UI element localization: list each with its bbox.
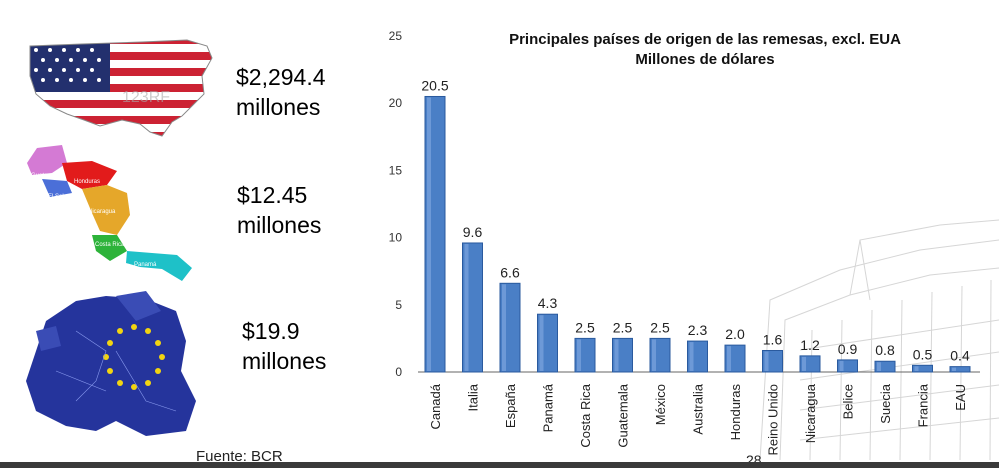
value-labels: 20.5 9.6 6.6 4.3 2.5 2.5 2.5 2.3 2.0 1.6 1.2 0.9 0.8… (421, 77, 970, 363)
x-tick-label: Costa Rica (578, 383, 593, 447)
bar (949, 366, 971, 373)
y-tick-label: 0 (395, 365, 402, 379)
x-tick-label: Australia (691, 383, 706, 434)
bar (912, 364, 933, 373)
y-tick-label: 5 (395, 298, 402, 312)
value-label: 6.6 (500, 264, 520, 280)
source-note: Fuente: BCR (196, 448, 283, 465)
map-label-costa-rica: Costa Rica (95, 242, 125, 248)
usa-flag-map-icon: 123RF (29, 39, 213, 137)
x-tick-label: España (503, 383, 518, 428)
y-tick-label: 20 (389, 96, 403, 110)
value-label: 0.8 (875, 342, 895, 358)
map-label-guatemala: Guatemala (31, 173, 61, 179)
bar-highlight (464, 243, 469, 371)
value-label: 4.3 (538, 295, 558, 311)
chart-subtitle: Millones de dólares (635, 51, 775, 68)
bar-highlight (427, 97, 431, 371)
central-america-map-icon: Guatemala Honduras El Salvador Nicaragua… (27, 145, 192, 281)
bars (424, 95, 971, 373)
bar-highlight (614, 339, 619, 371)
map-label-panama: Panamá (134, 262, 157, 268)
value-label: 9.6 (463, 224, 483, 240)
x-tick-label: Honduras (728, 384, 743, 441)
value-label: 2.3 (688, 322, 708, 338)
bar-highlight (802, 356, 806, 371)
y-axis: 0 5 10 15 20 25 (389, 29, 403, 379)
bar-highlight (727, 346, 731, 371)
bar-highlight (952, 367, 956, 371)
x-tick-label: Francia (916, 383, 931, 427)
y-tick-label: 15 (389, 163, 403, 177)
bar-highlight (577, 339, 581, 371)
map-label-el-salvador: El Salvador (48, 194, 79, 200)
bar-highlight (652, 339, 656, 371)
amount-europe: $19.9 millones (242, 318, 327, 374)
value-label: 2.5 (575, 319, 595, 335)
left-panels: 123RF Guatemala Honduras El Salvador Nic… (0, 0, 380, 468)
x-tick-label: México (653, 384, 668, 425)
x-tick-label: Guatemala (616, 383, 631, 447)
map-label-honduras: Honduras (74, 179, 100, 185)
background-building-sketch (759, 219, 999, 460)
x-tick-label: Belice (841, 384, 856, 419)
amount-usa: $2,294.4 millones (236, 64, 326, 120)
y-tick-label: 10 (389, 231, 403, 245)
bar-highlight (877, 362, 881, 371)
chart-title-block: Principales países de origen de las reme… (470, 30, 940, 70)
bar-highlight (539, 315, 544, 371)
x-axis-labels: Canadá Italia España Panamá Costa Rica Guatem… (428, 383, 968, 455)
central-america-map-labels: Guatemala Honduras El Salvador Nicaragua… (31, 173, 157, 268)
bottom-bar (0, 462, 999, 468)
x-tick-label: Canadá (428, 383, 443, 429)
x-tick-label: Italia (466, 383, 481, 411)
x-tick-label: Nicaragua (803, 383, 818, 443)
value-label: 20.5 (421, 77, 448, 93)
bar-highlight (914, 366, 919, 371)
x-tick-label: EAU (953, 384, 968, 411)
y-tick-label: 25 (389, 29, 403, 43)
x-tick-label: Reino Unido (766, 384, 781, 456)
bar-highlight (689, 342, 694, 371)
value-label: 1.6 (763, 331, 783, 347)
bar (874, 360, 896, 373)
value-label: 2.5 (613, 319, 633, 335)
bar-highlight (764, 351, 769, 371)
bar-highlight (839, 360, 844, 371)
value-label: 0.4 (950, 348, 970, 364)
value-label: 0.5 (913, 346, 933, 362)
value-label: 2.0 (725, 326, 745, 342)
x-tick-label: Suecia (878, 383, 893, 424)
watermark-text: 123RF (122, 89, 170, 106)
bar-highlight (502, 284, 506, 371)
bar-chart: 0 5 10 15 20 25 20.5 9.6 6.6 4.3 2.5 2.5 2.5 2.3 2.0 1… (389, 29, 999, 460)
x-tick-label: Panamá (541, 383, 556, 432)
value-label: 0.9 (838, 341, 858, 357)
value-label: 1.2 (800, 337, 820, 353)
amount-central-america: $12.45 millones (237, 182, 322, 238)
map-label-nicaragua: Nicaragua (88, 209, 116, 215)
value-label: 2.5 (650, 319, 670, 335)
chart-title: Principales países de origen de las reme… (509, 31, 901, 48)
european-union-map-icon (16, 291, 212, 439)
